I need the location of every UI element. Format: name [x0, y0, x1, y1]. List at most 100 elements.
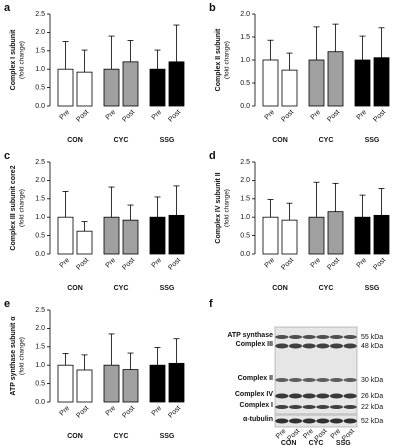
blot-band [316, 418, 330, 424]
x-tick-label: Post [121, 257, 136, 272]
band-kda: 48 kDa [361, 343, 383, 350]
x-tick-label: Post [75, 405, 90, 420]
lane-label: Pre [330, 428, 343, 441]
group-label: SSG [365, 137, 380, 144]
blot-band [316, 405, 330, 409]
blot-band [288, 405, 303, 409]
group-label: SSG [365, 285, 380, 292]
bar [149, 68, 166, 107]
bar [281, 69, 298, 107]
x-tick-label: Pre [105, 109, 118, 122]
group-label: SSG [160, 137, 175, 144]
x-tick-label: Post [326, 109, 341, 124]
bar [122, 61, 139, 107]
y-tick-label: 0.5 [240, 232, 250, 239]
blot-band [288, 343, 303, 349]
x-tick-label: Post [372, 109, 387, 124]
y-tick-label: 1.0 [35, 66, 45, 73]
blot-band [302, 405, 316, 409]
band-kda: 26 kDa [361, 393, 383, 400]
blot-band [343, 418, 357, 424]
bar [168, 214, 185, 255]
y-tick-label: 0.0 [35, 251, 45, 258]
y-tick-label: 0.5 [240, 80, 250, 87]
blot-band [288, 393, 303, 399]
x-tick-label: Pre [356, 257, 369, 270]
x-tick-label: Pre [356, 109, 369, 122]
bar [122, 219, 139, 255]
y-tick-label: 2.5 [240, 159, 250, 166]
blot-band [329, 418, 344, 424]
x-tick-label: Pre [151, 257, 164, 270]
bar [281, 219, 298, 255]
y-tick-label: 0.5 [35, 84, 45, 91]
y-axis-unit: (fold change) [19, 41, 26, 79]
y-tick-label: 2.0 [240, 11, 250, 18]
y-axis-unit: (fold change) [19, 337, 26, 375]
blot-band [302, 343, 316, 349]
blot-band [302, 393, 316, 399]
bar [149, 364, 166, 403]
blot-band [316, 343, 330, 349]
blot-band [302, 335, 316, 339]
group-label: CON [272, 285, 288, 292]
x-tick-label: Post [75, 109, 90, 124]
blot-membrane [274, 414, 358, 428]
x-tick-label: Post [167, 405, 182, 420]
y-tick-label: 1.5 [240, 196, 250, 203]
y-axis-unit: (fold change) [224, 189, 231, 227]
band-label: Complex II [238, 375, 273, 382]
blot-band [275, 405, 289, 409]
x-tick-label: Pre [310, 109, 323, 122]
y-axis-label: ATP synthase subunit α [10, 316, 17, 396]
bar [103, 216, 120, 255]
bar [327, 211, 344, 255]
group-label: CYC [319, 137, 334, 144]
group-label: SSG [336, 440, 351, 447]
bar [103, 68, 120, 107]
y-tick-label: 2.5 [35, 159, 45, 166]
x-tick-label: Post [280, 257, 295, 272]
bar [57, 364, 74, 403]
x-tick-label: Post [372, 257, 387, 272]
bar [149, 216, 166, 255]
bar [168, 61, 185, 107]
group-label: CON [67, 285, 83, 292]
x-tick-label: Pre [105, 257, 118, 270]
blot-band [316, 378, 330, 382]
x-tick-label: Pre [151, 109, 164, 122]
bar [327, 51, 344, 107]
group-label: CYC [309, 440, 324, 447]
y-tick-label: 2.0 [35, 325, 45, 332]
group-label: CON [281, 440, 297, 447]
y-tick-label: 0.0 [35, 103, 45, 110]
blot-band [316, 335, 330, 339]
blot-band [343, 335, 357, 339]
band-kda: 30 kDa [361, 377, 383, 384]
panel-letter: e [4, 298, 10, 310]
group-label: CON [67, 137, 83, 144]
x-tick-label: Pre [151, 405, 164, 418]
panel-letter: f [209, 298, 213, 310]
group-label: CYC [114, 137, 129, 144]
y-tick-label: 1.0 [240, 214, 250, 221]
group-label: CON [67, 433, 83, 440]
blot-panel: f ATP synthase 55 kDa Complex III 48 kDa Comp… [209, 298, 383, 447]
band-label: α-tubulin [243, 416, 273, 423]
band-kda: 22 kDa [361, 404, 383, 411]
group-label: CYC [114, 433, 129, 440]
y-tick-label: 1.5 [35, 48, 45, 55]
y-tick-label: 0.0 [240, 251, 250, 258]
panel-letter: b [209, 2, 216, 14]
bar [373, 214, 390, 255]
blot-band [343, 343, 357, 349]
bar [76, 71, 93, 107]
y-tick-label: 1.5 [240, 34, 250, 41]
x-tick-label: Post [167, 109, 182, 124]
bar [76, 230, 93, 255]
bar [57, 216, 74, 255]
x-tick-label: Post [167, 257, 182, 272]
x-tick-label: Post [121, 109, 136, 124]
